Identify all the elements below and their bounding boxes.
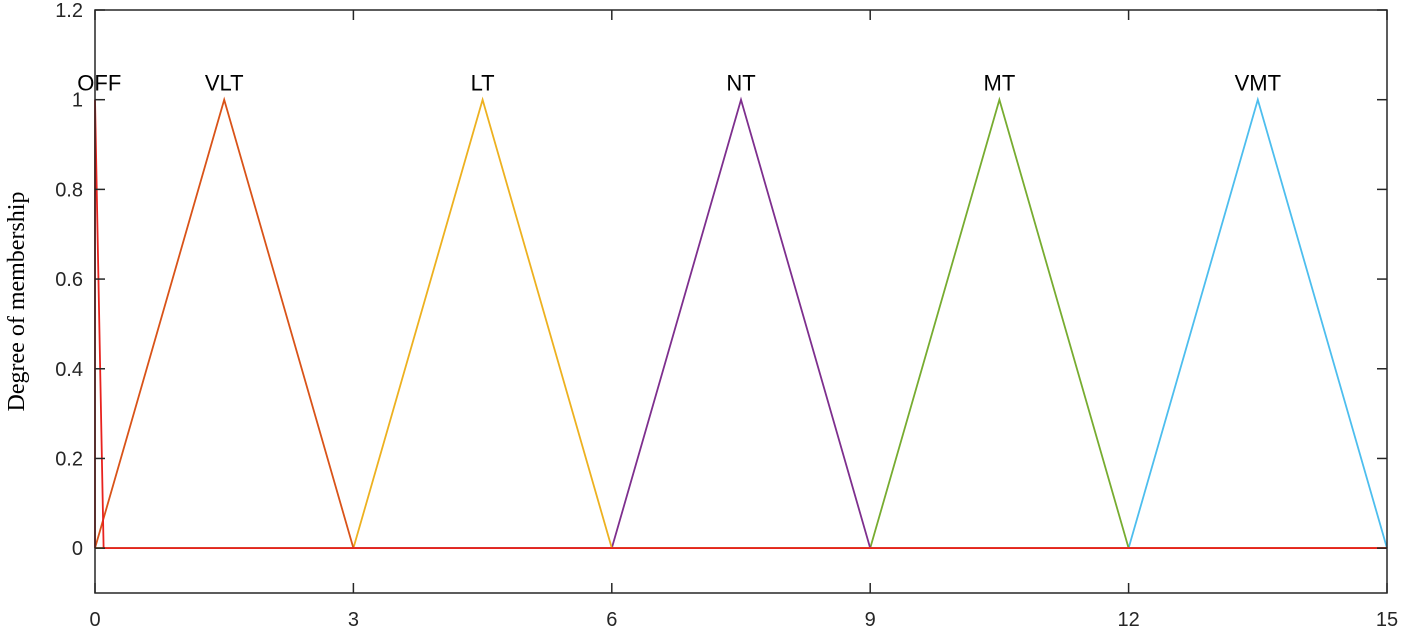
x-tick-label: 15 bbox=[1376, 609, 1398, 631]
mf-label-vmt: VMT bbox=[1235, 71, 1281, 96]
membership-label-layer: OFF VLT LT NT MT VMT bbox=[77, 71, 1281, 96]
y-tick-label: 0.6 bbox=[55, 269, 83, 291]
y-tick-label: 0.4 bbox=[55, 359, 83, 381]
tick-layer: 0 3 6 9 12 15 0 0.2 0.4 0.6 0.8 1 1.2 bbox=[55, 0, 1398, 631]
mf-label-lt: LT bbox=[471, 71, 495, 96]
y-axis-label: Degree of membership bbox=[4, 192, 30, 412]
x-tick-label: 12 bbox=[1117, 609, 1139, 631]
y-tick-label: 1.2 bbox=[55, 0, 83, 22]
mf-label-vlt: VLT bbox=[205, 71, 244, 96]
x-tick-label: 0 bbox=[89, 609, 100, 631]
x-tick-label: 9 bbox=[865, 609, 876, 631]
x-tick-label: 3 bbox=[348, 609, 359, 631]
mf-label-mt: MT bbox=[984, 71, 1016, 96]
y-tick-label: 0.8 bbox=[55, 179, 83, 201]
axes-box bbox=[94, 9, 1388, 594]
mf-label-off: OFF bbox=[77, 71, 121, 96]
series-layer bbox=[94, 96, 1388, 550]
y-tick-label: 0 bbox=[72, 538, 83, 560]
mf-label-nt: NT bbox=[726, 71, 755, 96]
x-tick-label: 6 bbox=[606, 609, 617, 631]
y-tick-label: 0.2 bbox=[55, 448, 83, 470]
y-tick-label: 1 bbox=[72, 90, 83, 112]
